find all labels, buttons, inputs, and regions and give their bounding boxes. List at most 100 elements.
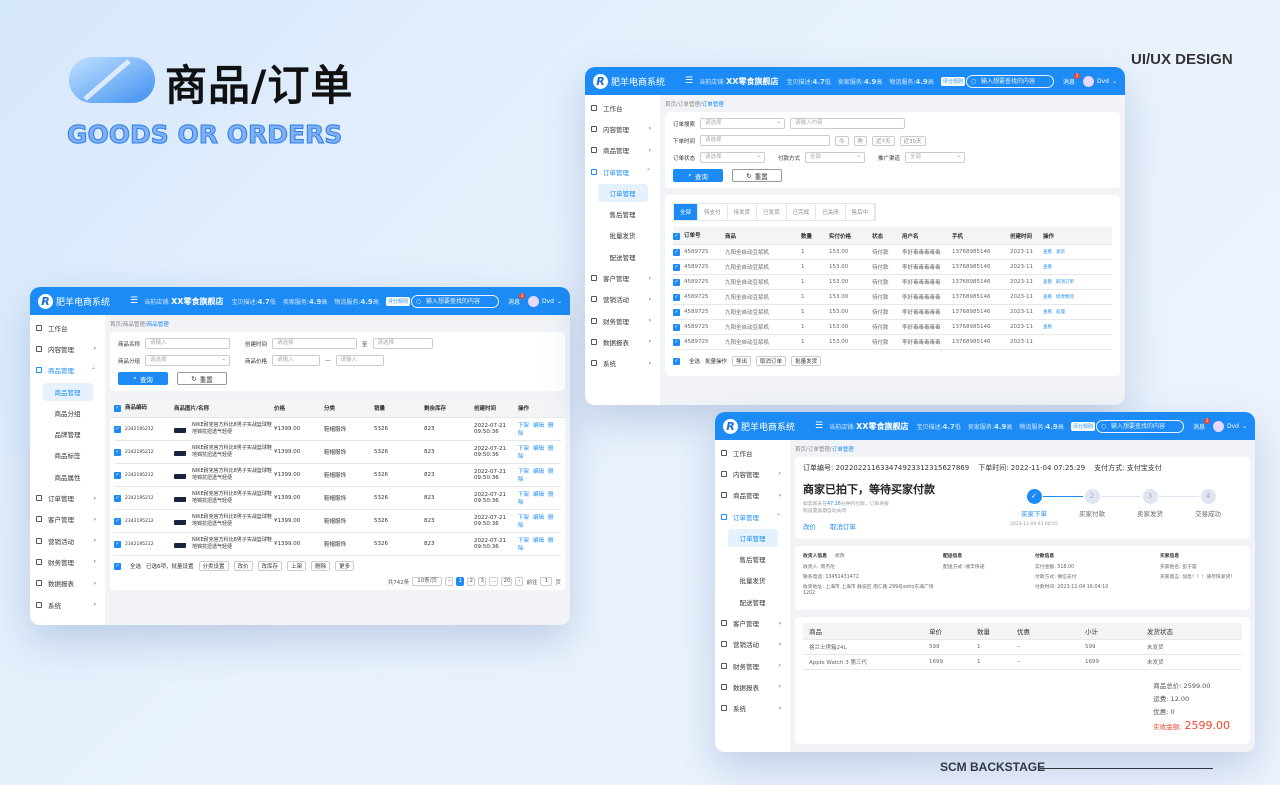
order-search-type-select[interactable]: 请选择 [700,118,786,129]
table-row[interactable]: ✓ 4589725 九阳全自动豆浆机 1 153.00 待付款 李好毒毒毒毒毒 1376898… [673,260,1112,275]
messages-button[interactable]: 消息 3 [508,292,525,306]
row-checkbox[interactable]: ✓ [114,540,121,548]
action-unlist[interactable]: 下架 [518,446,530,452]
submenu-item[interactable]: 商品标签 [30,445,105,466]
row-action[interactable]: 查看 [1043,280,1052,285]
action-delete[interactable]: 删除 [518,446,554,460]
sidebar-item[interactable]: 工作台 [585,97,660,118]
channel-select[interactable]: 全部 [905,152,966,163]
sidebar-item[interactable]: 商品管理 ⌃ [30,360,105,381]
quick-date-button[interactable]: 今 [835,135,849,146]
page-button[interactable]: › [515,577,524,586]
action-edit[interactable]: 编辑 [533,538,545,544]
status-tab[interactable]: 待发货 [728,204,758,220]
price-min-input[interactable]: 请输入 [272,355,321,366]
row-checkbox[interactable]: ✓ [114,494,121,502]
select-all-checkbox[interactable]: ✓ [673,233,680,240]
menu-icon[interactable]: ☰ [815,421,824,431]
page-button[interactable]: ... [489,577,499,586]
sidebar-item[interactable]: 营销活动 › [715,634,790,655]
page-button[interactable]: 20 [501,577,513,586]
bulk-button[interactable]: 更多 [335,561,355,571]
action-edit[interactable]: 编辑 [533,515,545,521]
query-button[interactable]: ⌕ 查询 [118,372,168,385]
sidebar-item[interactable]: 财务管理 › [715,655,790,676]
sidebar-item[interactable]: 数据报表 › [715,676,790,697]
table-row[interactable]: ✓ 4589725 九阳全自动豆浆机 1 153.00 待付款 李好毒毒毒毒毒 1376898… [673,335,1112,350]
table-row[interactable]: ✓ 2342195212 NIKE耐克官方科比8男子实战篮球鞋地锦抗扭透气轻便 ¥13… [114,464,561,487]
order-time-input[interactable]: 请选择 [700,135,831,146]
breadcrumb-path[interactable]: 首页/订单管理/ [795,447,832,453]
submenu-item[interactable]: 品牌管理 [30,423,105,444]
submenu-item[interactable]: 配送管理 [715,591,790,612]
row-action[interactable]: 查看 [1043,310,1052,315]
page-size-select[interactable]: 10条/页 [412,577,443,586]
cancel-order-link[interactable]: 取消订单 [830,523,856,531]
chevron-down-icon[interactable]: ⌄ [556,297,562,305]
query-button[interactable]: ⌕ 查询 [673,169,723,182]
bulk-button[interactable]: 删除 [311,561,331,571]
search-input[interactable]: 输入想要查找的内容 [410,294,499,308]
action-unlist[interactable]: 下架 [518,515,530,521]
search-input[interactable]: 输入想要查找的内容 [965,74,1054,88]
quick-date-button[interactable]: 近30天 [899,135,926,146]
action-delete[interactable]: 删除 [518,538,554,552]
row-action[interactable]: 查看 [1043,295,1052,300]
table-row[interactable]: ✓ 4589725 九阳全自动豆浆机 1 153.00 待付款 李好毒毒毒毒毒 1376898… [673,305,1112,320]
row-action[interactable]: 发货 [1056,250,1065,255]
rating-rules-button[interactable]: 评分规则 [385,296,410,306]
sidebar-item[interactable]: 系统 › [30,594,105,615]
bulk-button[interactable]: 上架 [287,561,307,571]
submenu-item[interactable]: 售后管理 [715,548,790,569]
price-max-input[interactable]: 请输入 [335,355,384,366]
action-unlist[interactable]: 下架 [518,538,530,544]
avatar[interactable] [1082,75,1094,87]
sidebar-item[interactable]: 财务管理 › [30,551,105,572]
action-edit[interactable]: 编辑 [533,469,545,475]
user-name[interactable]: Dvd [1226,422,1239,430]
action-unlist[interactable]: 下架 [518,423,530,429]
action-delete[interactable]: 删除 [518,515,554,529]
action-unlist[interactable]: 下架 [518,469,530,475]
table-row[interactable]: ✓ 2342195212 NIKE耐克官方科比8男子实战篮球鞋地锦抗扭透气轻便 ¥13… [114,533,561,556]
submenu-item[interactable]: 商品属性 [30,466,105,487]
bulk-button[interactable]: 批量发货 [791,356,822,366]
row-checkbox[interactable]: ✓ [673,338,680,346]
status-tab[interactable]: 售后中 [846,204,876,220]
quick-date-button[interactable]: 昨 [853,135,868,146]
user-name[interactable]: Dvd [541,297,554,305]
action-delete[interactable]: 删除 [518,423,554,437]
status-tab[interactable]: 已完成 [787,204,817,220]
reset-button[interactable]: ↻ 重置 [732,169,782,182]
sidebar-item[interactable]: 内容管理 › [30,338,105,359]
goto-page-input[interactable]: 1 [540,577,553,586]
order-status-select[interactable]: 请选择 [700,152,766,163]
select-all-checkbox[interactable]: ✓ [673,357,680,365]
action-edit[interactable]: 编辑 [533,492,545,498]
sidebar-item[interactable]: 订单管理 ⌃ [585,161,660,182]
status-tab[interactable]: 已关闭 [816,204,846,220]
payment-method-select[interactable]: 全部 [805,152,866,163]
messages-button[interactable]: 消息 3 [1063,72,1080,86]
change-price-link[interactable]: 改价 [803,523,816,531]
sidebar-item[interactable]: 客户管理 › [585,267,660,288]
search-input[interactable]: 输入想要查找的内容 [1095,419,1184,433]
column-header[interactable]: 剩余库存 [424,404,474,412]
sidebar-item[interactable]: 订单管理 ⌃ [715,506,790,527]
chevron-down-icon[interactable]: ⌄ [1111,77,1117,85]
submenu-item[interactable]: 配送管理 [585,246,660,267]
submenu-item[interactable]: 批量发货 [585,225,660,246]
table-row[interactable]: ✓ 2342195212 NIKE耐克官方科比8男子实战篮球鞋地锦抗扭透气轻便 ¥13… [114,441,561,464]
action-edit[interactable]: 编辑 [533,446,545,452]
edit-link[interactable]: 修改 [835,554,845,559]
sidebar-item[interactable]: 财务管理 › [585,310,660,331]
sidebar-item[interactable]: 营销活动 › [585,289,660,310]
column-header[interactable]: 创建时间 [474,404,518,412]
row-action[interactable]: 查看 [1043,325,1052,330]
quick-date-button[interactable]: 近7天 [872,135,895,146]
sidebar-item[interactable]: 内容管理 › [715,463,790,484]
table-row[interactable]: ✓ 4589725 九阳全自动豆浆机 1 153.00 待付款 李好毒毒毒毒毒 1376898… [673,275,1112,290]
sidebar-item[interactable]: 商品管理 › [585,140,660,161]
bulk-button[interactable]: 分类设置 [198,561,229,571]
rating-rules-button[interactable]: 评分规则 [1070,421,1095,431]
